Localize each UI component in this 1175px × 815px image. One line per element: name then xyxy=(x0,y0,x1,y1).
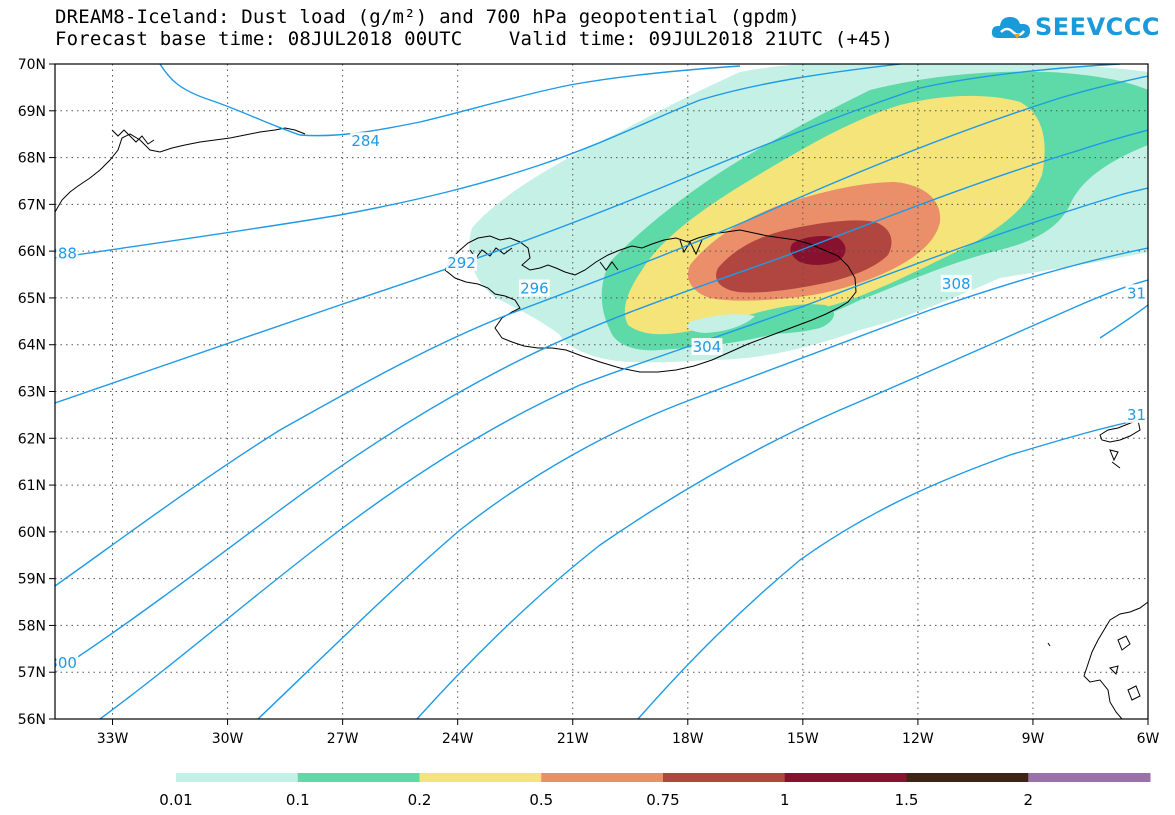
coast-scotland-islands xyxy=(1047,635,1141,701)
contour-312 xyxy=(637,417,1148,719)
legend-swatch xyxy=(784,773,907,782)
lon-tick-label: 30W xyxy=(212,731,244,747)
contour-304b xyxy=(257,247,1148,719)
legend-label: 0.5 xyxy=(529,791,553,809)
lat-tick-label: 69N xyxy=(18,104,46,120)
contour-label-bg xyxy=(350,132,382,150)
lat-tick-label: 58N xyxy=(18,618,46,634)
lon-tick-label: 9W xyxy=(1022,731,1045,747)
coast-scotland xyxy=(1083,601,1148,719)
contour-label: 308 xyxy=(942,275,971,293)
legend-label: 0.75 xyxy=(646,791,679,809)
contour-label: 31 xyxy=(1127,406,1146,424)
lat-tick-label: 63N xyxy=(18,385,46,401)
contour-308 xyxy=(416,279,1148,719)
contour-316 xyxy=(1099,304,1148,339)
legend-swatch xyxy=(1028,773,1151,782)
contour-label-bg xyxy=(55,653,79,671)
legend-label: 1 xyxy=(780,791,790,809)
contour-label: 288 xyxy=(48,244,77,262)
logo-text: SEEVCCC xyxy=(1035,13,1160,41)
cloud-icon xyxy=(991,17,1030,39)
lon-tick-label: 12W xyxy=(902,731,934,747)
contour-labels: 284 288 292 296 304 308 31 31 300 xyxy=(48,132,1148,672)
legend-swatch xyxy=(906,773,1029,782)
lat-tick-label: 65N xyxy=(18,291,46,307)
lat-tick-label: 67N xyxy=(18,197,46,213)
legend-swatch xyxy=(541,773,664,782)
contour-label-bg xyxy=(940,274,972,292)
contour-label: 284 xyxy=(351,132,380,150)
contour-label: 300 xyxy=(48,654,77,672)
geopotential-contours xyxy=(55,64,1148,719)
dust-field xyxy=(469,64,1148,363)
coast-faroe xyxy=(1099,419,1141,469)
lon-tick-label: 33W xyxy=(97,731,129,747)
coast-greenland-inner xyxy=(111,129,155,145)
contour-label-bg xyxy=(691,338,723,356)
coast-iceland xyxy=(444,229,857,373)
dust-region-0.01-south xyxy=(687,314,755,333)
lat-tick-label: 66N xyxy=(18,244,46,260)
legend-label: 2 xyxy=(1023,791,1033,809)
lat-tick-label: 59N xyxy=(18,572,46,588)
seevccc-logo: SEEVCCC xyxy=(990,12,1160,42)
lat-tick-label: 57N xyxy=(18,665,46,681)
color-legend: 0.01 0.1 0.2 0.5 0.75 1 1.5 2 xyxy=(159,773,1151,809)
legend-label: 1.5 xyxy=(895,791,919,809)
coast-greenland xyxy=(55,127,306,213)
contour-label: 31 xyxy=(1127,284,1146,302)
contour-label-bg xyxy=(1125,405,1148,423)
lon-tick-label: 6W xyxy=(1137,731,1160,747)
lon-tick-label: 21W xyxy=(557,731,589,747)
lat-tick-label: 64N xyxy=(18,338,46,354)
legend-label: 0.1 xyxy=(286,791,310,809)
lon-tick-label: 27W xyxy=(327,731,359,747)
contour-300 xyxy=(55,129,1148,673)
lon-tick-label: 24W xyxy=(442,731,474,747)
contour-label-bg xyxy=(55,244,79,262)
legend-swatch xyxy=(176,773,299,782)
title-line-2: Forecast base time: 08JUL2018 00UTC Vali… xyxy=(55,28,894,50)
legend-label: 0.01 xyxy=(159,791,192,809)
legend-swatch xyxy=(419,773,542,782)
title-line-1: DREAM8-Iceland: Dust load (g/m²) and 700… xyxy=(55,6,800,28)
contour-label: 292 xyxy=(447,254,476,272)
lon-tick-label: 15W xyxy=(787,731,819,747)
legend-swatch xyxy=(663,773,786,782)
contour-label-bg xyxy=(518,279,550,297)
lat-tick-label: 68N xyxy=(18,151,46,167)
lat-tick-label: 56N xyxy=(18,712,46,728)
lat-tick-label: 70N xyxy=(18,57,46,73)
map-axes: 70N 69N 68N 67N 66N 65N 64N 63N 62N 61N 60N 59N 58N 5… xyxy=(18,57,1160,747)
lat-tick-label: 62N xyxy=(18,431,46,447)
lon-tick-label: 18W xyxy=(672,731,704,747)
contour-292 xyxy=(55,64,1121,404)
contour-296 xyxy=(55,75,1148,587)
lat-tick-label: 61N xyxy=(18,478,46,494)
contour-label-bg xyxy=(446,253,478,271)
contour-label-bg xyxy=(1125,284,1148,302)
dust-region-0.1-south xyxy=(736,304,835,334)
legend-label: 0.2 xyxy=(408,791,432,809)
contour-288 xyxy=(55,64,901,259)
contour-label: 296 xyxy=(520,280,549,298)
legend-swatch xyxy=(297,773,420,782)
dust-region-1 xyxy=(790,235,846,265)
contour-304 xyxy=(99,187,1148,719)
contour-label: 304 xyxy=(693,338,722,356)
map-title: DREAM8-Iceland: Dust load (g/m²) and 700… xyxy=(55,6,893,50)
lat-tick-label: 60N xyxy=(18,525,46,541)
contour-284 xyxy=(159,64,741,137)
